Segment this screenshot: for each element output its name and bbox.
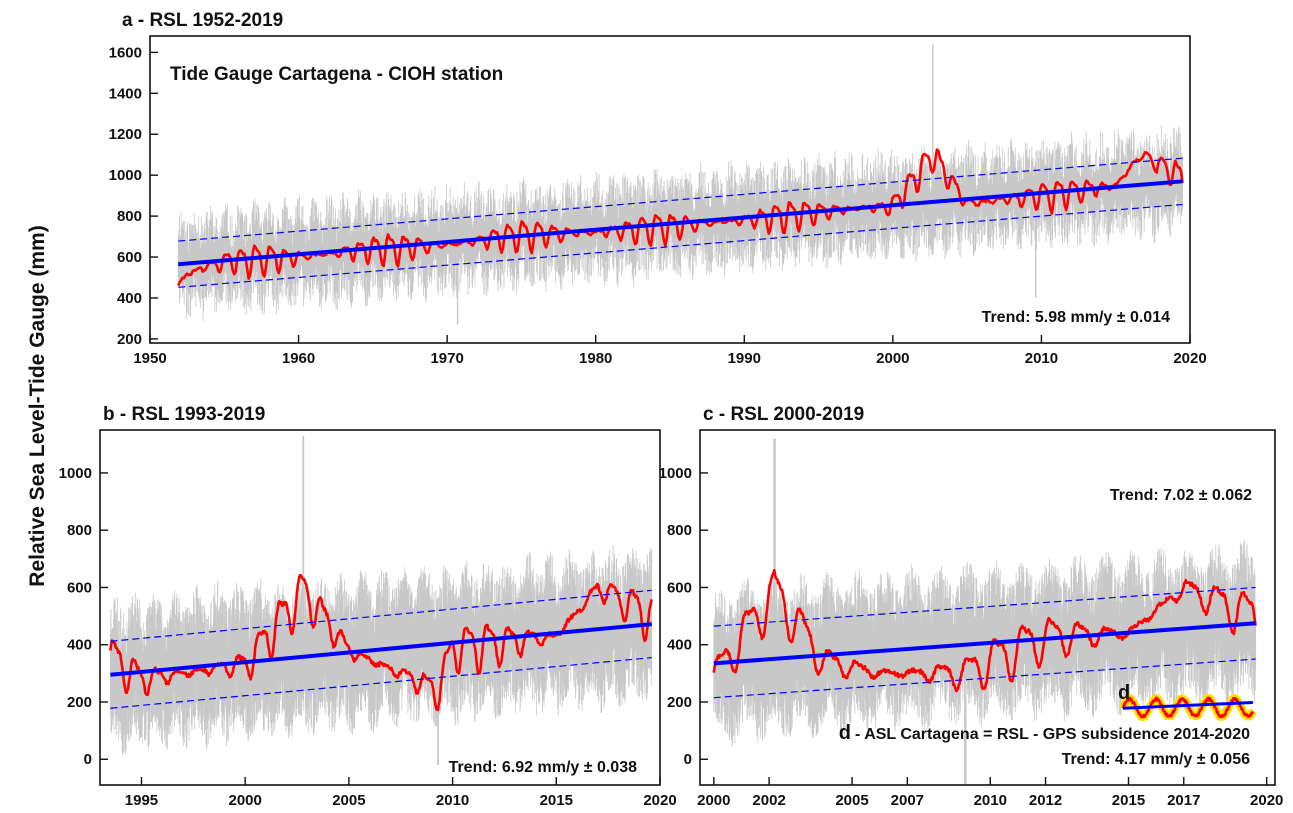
x-tick-label: 2020: [643, 792, 676, 809]
upper-confidence-line: [110, 589, 652, 642]
y-tick-label: 1200: [109, 126, 142, 143]
trend-line: [713, 621, 1256, 666]
x-tick-label: 1995: [125, 792, 158, 809]
y-tick-label: 200: [67, 694, 92, 711]
trend-annotation: Trend: 7.02 ± 0.062: [1110, 487, 1252, 504]
upper-confidence-line: [713, 586, 1256, 627]
trend-line: [110, 622, 652, 677]
plot-area: [109, 435, 653, 765]
x-tick-label: 2005: [332, 792, 365, 809]
y-tick-label: 600: [67, 579, 92, 596]
y-tick-label: 400: [67, 637, 92, 654]
smoothed-series: [712, 568, 1257, 693]
x-tick-label: 2020: [1250, 792, 1283, 809]
y-tick-label: 0: [684, 751, 692, 768]
x-tick-label: 2012: [1029, 792, 1062, 809]
y-tick-label: 600: [667, 579, 692, 596]
plot-area: [177, 44, 1184, 325]
y-axis-label: Relative Sea Level-Tide Gauge (mm): [26, 225, 49, 586]
y-tick-label: 400: [117, 290, 142, 307]
x-tick-label: 2005: [835, 792, 868, 809]
x-tick-label: 1950: [133, 350, 166, 367]
y-tick-label: 1000: [59, 465, 92, 482]
trend-line: [178, 179, 1183, 267]
x-tick-label: 1970: [430, 350, 463, 367]
x-tick-label: 1960: [282, 350, 315, 367]
inset-d-trend-line: [1122, 701, 1253, 710]
x-tick-label: 1990: [728, 350, 761, 367]
lower-confidence-line: [178, 203, 1183, 288]
y-tick-label: 600: [117, 249, 142, 266]
x-tick-label: 2020: [1173, 350, 1206, 367]
x-tick-label: 2000: [697, 792, 730, 809]
plot-frame: [699, 429, 1276, 786]
plot-area: [712, 438, 1257, 785]
plot-frame: [99, 429, 661, 786]
raw-data-series: [177, 44, 1183, 325]
x-tick-label: 2010: [1025, 350, 1058, 367]
inset-d-marker: d: [1118, 682, 1130, 704]
y-tick-label: 1000: [659, 465, 692, 482]
y-tick-label: 0: [84, 751, 92, 768]
y-tick-label: 1000: [109, 167, 142, 184]
trend-annotation: Trend: 6.92 mm/y ± 0.038: [449, 759, 638, 776]
inset-d-title-text: - ASL Cartagena = RSL - GPS subsidence 2…: [855, 726, 1250, 743]
x-tick-label: 2002: [752, 792, 785, 809]
x-tick-label: 2015: [540, 792, 573, 809]
x-tick-label: 2010: [436, 792, 469, 809]
panel-title: a - RSL 1952-2019: [122, 10, 283, 31]
raw-data-series: [109, 435, 653, 765]
upper-confidence-line: [178, 157, 1183, 242]
x-tick-label: 2010: [974, 792, 1007, 809]
x-tick-label: 2000: [228, 792, 261, 809]
y-tick-label: 1600: [109, 44, 142, 61]
x-tick-label: 2000: [876, 350, 909, 367]
x-tick-label: 2017: [1167, 792, 1200, 809]
y-tick-label: 200: [117, 331, 142, 348]
panel-c: 2000 2002 2005 2007 2010 2012 2015 2017 2020 0 200…: [659, 404, 1284, 809]
y-tick-label: 800: [667, 522, 692, 539]
inset-d-title: d- ASL Cartagena = RSL - GPS subsidence …: [839, 722, 1250, 744]
trend-annotation: Trend: 5.98 mm/y ± 0.014: [982, 309, 1171, 326]
inset-d-title-marker: d: [839, 722, 851, 744]
y-tick-label: 1400: [109, 85, 142, 102]
plot-frame: [149, 35, 1191, 344]
lower-confidence-line: [110, 657, 652, 709]
panel-inner-label: Tide Gauge Cartagena - CIOH station: [170, 64, 503, 85]
inset-d-trend-annotation: Trend: 4.17 mm/y ± 0.056: [1062, 751, 1251, 768]
x-tick-label: 1980: [579, 350, 612, 367]
panel-title: c - RSL 2000-2019: [703, 404, 864, 425]
y-tick-label: 800: [117, 208, 142, 225]
panel-title: b - RSL 1993-2019: [103, 404, 265, 425]
panel-a: 1950 1960 1970 1980 1990 2000 2010 2020 200 400 60…: [109, 10, 1207, 367]
x-tick-label: 2015: [1112, 792, 1145, 809]
x-tick-label: 2007: [891, 792, 924, 809]
y-tick-label: 400: [667, 637, 692, 654]
panel-b: 1995 2000 2005 2010 2015 2020 0 200 400 600 800 100…: [59, 404, 677, 809]
lower-confidence-line: [713, 658, 1256, 699]
y-tick-label: 800: [67, 522, 92, 539]
y-tick-label: 200: [667, 694, 692, 711]
